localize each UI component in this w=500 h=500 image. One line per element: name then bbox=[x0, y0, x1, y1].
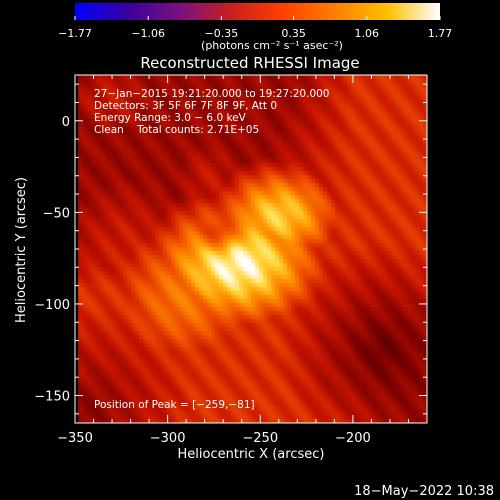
x-tick-label: −200 bbox=[335, 431, 371, 446]
x-tick-label: −250 bbox=[242, 431, 278, 446]
colorbar-tick-label: −1.06 bbox=[131, 27, 165, 40]
y-axis-label: Heliocentric Y (arcsec) bbox=[14, 177, 29, 323]
annotation-time-range: 27−Jan−2015 19:21:20.000 to 19:27:20.000 bbox=[94, 88, 330, 100]
colorbar: −1.77 −1.06 −0.35 0.35 1.06 1.77 (photons cm⁻… bbox=[58, 3, 452, 52]
annotation-energy-range: Energy Range: 3.0 − 6.0 keV bbox=[94, 112, 247, 124]
colorbar-strip bbox=[75, 3, 440, 20]
colorbar-unit-label: (photons cm⁻² s⁻¹ asec⁻²) bbox=[201, 39, 343, 52]
y-tick-label: −50 bbox=[43, 206, 70, 221]
x-axis-label: Heliocentric X (arcsec) bbox=[178, 447, 325, 462]
colorbar-tick-label: 0.35 bbox=[281, 27, 306, 40]
colorbar-tick-label: 1.77 bbox=[428, 27, 453, 40]
colorbar-ticks: −1.77 −1.06 −0.35 0.35 1.06 1.77 bbox=[58, 16, 452, 40]
annotation-block: 27−Jan−2015 19:21:20.000 to 19:27:20.000… bbox=[94, 88, 330, 136]
y-tick-label: 0 bbox=[62, 115, 70, 130]
chart-title: Reconstructed RHESSI Image bbox=[140, 54, 359, 72]
footer-date: 18−May−2022 10:38 bbox=[354, 484, 494, 499]
colorbar-tick-label: −0.35 bbox=[205, 27, 239, 40]
peak-position-label: Position of Peak = [−259,−81] bbox=[94, 399, 255, 411]
colorbar-tick-label: 1.06 bbox=[355, 27, 380, 40]
heatmap-image-container bbox=[75, 75, 427, 423]
heatmap-image bbox=[75, 75, 427, 423]
axis-ticks: −350 −300 −250 −200 0 −50 −100 −150 bbox=[34, 75, 428, 446]
annotation-total-counts: Clean Total counts: 2.71E+05 bbox=[94, 124, 259, 136]
annotation-detectors: Detectors: 3F 5F 6F 7F 8F 9F, Att 0 bbox=[94, 100, 277, 112]
x-tick-label: −300 bbox=[150, 431, 186, 446]
y-tick-label: −150 bbox=[34, 390, 70, 405]
colorbar-tick-label: −1.77 bbox=[58, 27, 92, 40]
x-tick-label: −350 bbox=[57, 431, 93, 446]
y-tick-label: −100 bbox=[34, 298, 70, 313]
